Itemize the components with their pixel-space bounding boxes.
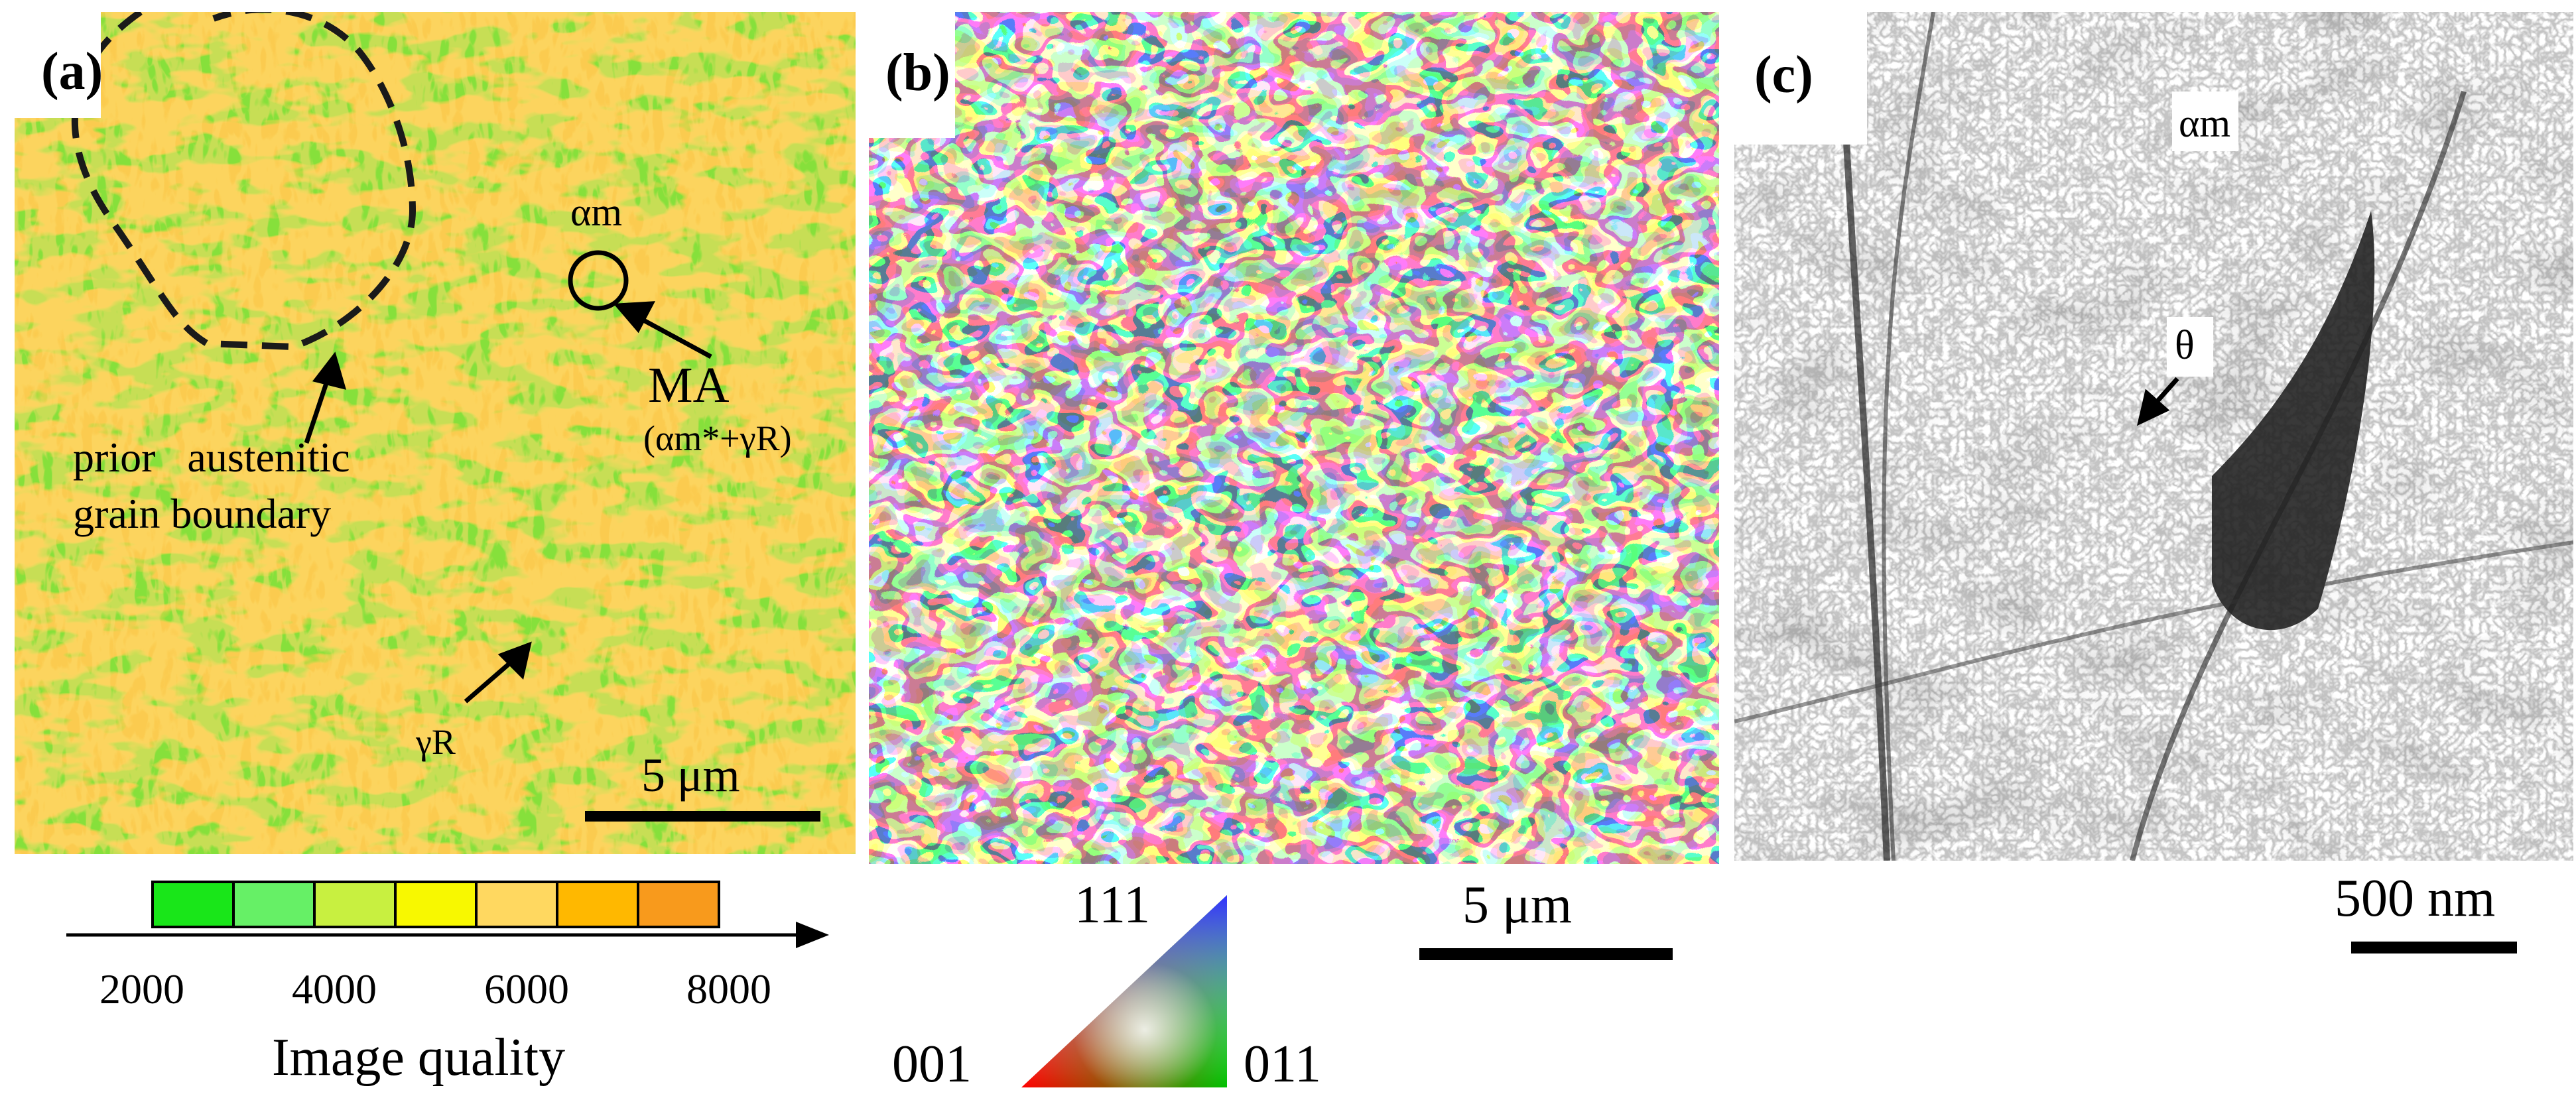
prior-austenite-boundary (71, 12, 417, 351)
colorbar-swatch (394, 881, 478, 928)
ma-label: MA (648, 357, 730, 413)
panel-label-b: (b) (869, 12, 955, 138)
legend-tick-2000: 2000 (99, 965, 184, 1013)
alpha-m-label-c: αm (2172, 92, 2238, 151)
boundary-label-line2: grain boundary (73, 490, 332, 537)
gamma-r-label: γR (416, 722, 456, 762)
colorbar-swatch (313, 881, 397, 928)
panel-b-ipf-map: (b) (869, 12, 1719, 864)
colorbar-swatch (556, 881, 639, 928)
panel-c-tem-image: (c) αm θ (1734, 12, 2573, 861)
theta-arrow (2136, 377, 2179, 426)
ipf-label-111: 111 (1074, 876, 1151, 934)
scale-bar-b (1419, 948, 1673, 960)
legend-tick-4000: 4000 (292, 965, 377, 1013)
ipf-triangle (1021, 895, 1227, 1087)
colorbar-swatch (475, 881, 558, 928)
panel-label-a: (a) (15, 12, 103, 118)
legend-tick-8000: 8000 (686, 965, 771, 1013)
ipf-map-image (869, 12, 1719, 864)
theta-label: θ (2167, 317, 2213, 377)
scale-label-c: 500 nm (2335, 869, 2496, 928)
scale-label-a: 5 μm (641, 749, 740, 802)
panel-a-iq-map: (a) αm MA (αm*+γR) prior austenitic grai… (15, 12, 856, 854)
iq-legend: 2000 4000 6000 8000 Image quality (66, 869, 829, 1094)
ipf-label-001: 001 (892, 1035, 972, 1093)
scale-bar-c (2351, 942, 2517, 953)
boundary-label-line1: prior austenitic (73, 434, 350, 481)
arrows-a (304, 301, 712, 704)
colorbar-swatch (637, 881, 720, 928)
iq-colorbar (66, 881, 829, 948)
tem-image (1734, 12, 2573, 861)
scale-label-b: 5 μm (1462, 876, 1573, 934)
colorbar-swatches (151, 881, 720, 928)
iq-map-image (15, 12, 856, 854)
scale-bar-a (585, 811, 820, 822)
alpha-m-label-a: αm (570, 190, 623, 234)
legend-title: Image quality (272, 1028, 566, 1087)
ipf-triangle-legend: 111 001 011 (882, 869, 1413, 1101)
ma-composition-label: (αm*+γR) (643, 418, 792, 458)
panel-label-c: (c) (1734, 12, 1867, 145)
colorbar-swatch (151, 881, 235, 928)
ipf-label-011: 011 (1244, 1035, 1322, 1093)
legend-tick-6000: 6000 (484, 965, 569, 1013)
dark-lath (2212, 211, 2375, 631)
colorbar-swatch (232, 881, 316, 928)
ma-circle (568, 250, 629, 311)
